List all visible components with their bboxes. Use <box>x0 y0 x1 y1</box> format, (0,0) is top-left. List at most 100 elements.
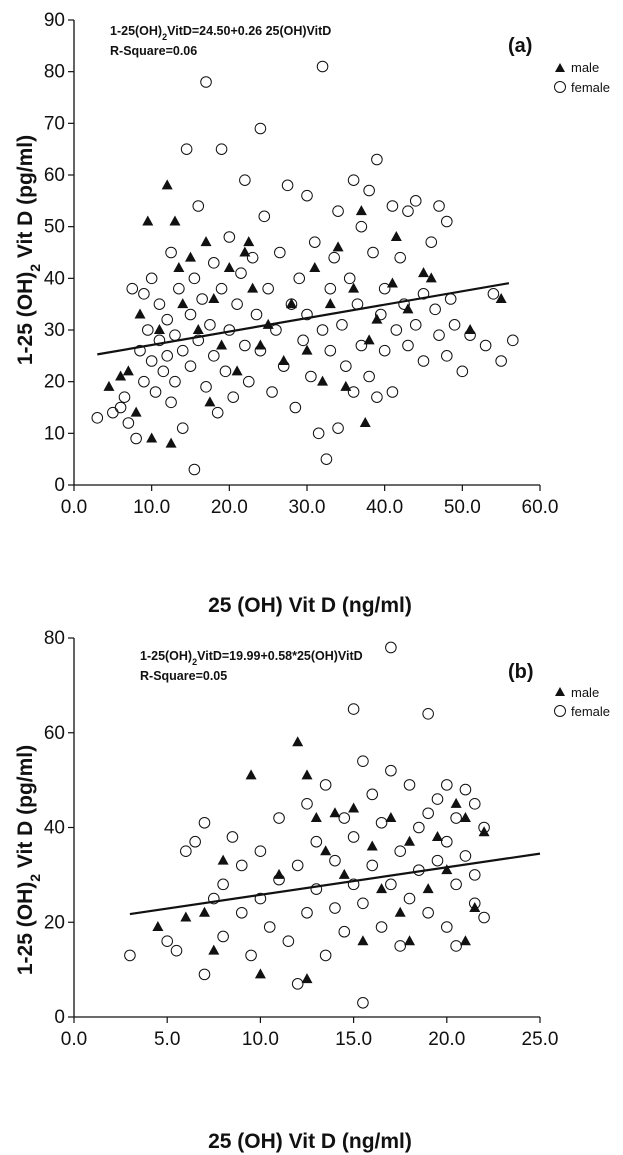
female-data-point <box>347 703 360 715</box>
male-data-point <box>165 437 177 448</box>
female-data-point <box>107 406 119 419</box>
equation-a: 1-25(OH)2VitD=24.50+0.26 25(OH)VitD <box>110 24 331 42</box>
panel-b: 1-25(OH)2VitD=19.99+0.58*25(OH)VitD R-Sq… <box>14 628 610 1153</box>
male-data-point <box>418 267 429 278</box>
female-data-point <box>188 272 201 285</box>
female-data-point <box>308 236 321 248</box>
female-data-point <box>235 267 247 279</box>
male-data-point <box>254 339 266 350</box>
female-data-point <box>371 153 383 166</box>
female-data-point <box>478 821 490 834</box>
male-data-point <box>208 293 220 303</box>
female-data-point <box>386 386 399 398</box>
male-data-point <box>441 864 453 875</box>
x-axis-label-a: 25 (OH) Vit D (ng/ml) <box>208 594 412 617</box>
female-data-point <box>219 365 232 378</box>
female-data-point <box>242 375 255 388</box>
male-data-point <box>254 968 266 979</box>
female-data-point <box>371 391 383 403</box>
male-data-point <box>459 935 471 946</box>
female-data-point <box>459 850 472 862</box>
female-data-point <box>198 816 211 829</box>
r-square-b: R-Square=0.05 <box>140 669 227 683</box>
male-data-point <box>464 324 476 334</box>
female-data-point <box>282 935 295 948</box>
female-data-point <box>324 282 337 295</box>
female-data-point <box>130 432 142 445</box>
male-data-point <box>115 370 127 381</box>
female-data-point <box>161 935 173 948</box>
x-tick-label: 10.0 <box>133 497 170 518</box>
male-data-point <box>301 973 313 984</box>
y-tick-label: 60 <box>44 165 65 186</box>
female-data-point <box>301 798 313 810</box>
female-data-point <box>332 205 344 217</box>
legend-male-label: male <box>571 685 599 700</box>
female-data-point <box>192 334 205 347</box>
female-data-point <box>196 293 208 305</box>
legend-male-marker <box>555 63 565 72</box>
legend-male-marker <box>555 687 565 696</box>
male-data-point <box>348 282 360 293</box>
male-data-point <box>366 840 378 851</box>
female-data-point <box>291 978 304 990</box>
male-data-point <box>376 883 388 894</box>
regression-line-a <box>97 282 510 356</box>
female-data-point <box>198 968 211 981</box>
female-data-point <box>245 949 257 962</box>
female-data-point <box>141 324 154 336</box>
female-data-point <box>347 386 360 398</box>
female-data-point <box>347 174 360 186</box>
female-data-point <box>169 329 181 341</box>
y-tick-label: 10 <box>44 423 65 444</box>
female-data-point <box>357 897 369 910</box>
female-data-point <box>239 339 251 352</box>
female-data-point <box>441 835 453 848</box>
female-data-point <box>289 401 302 414</box>
female-data-point <box>188 463 201 476</box>
female-data-point <box>402 205 414 217</box>
male-data-point <box>363 334 375 345</box>
male-data-point <box>278 355 290 365</box>
male-data-point <box>425 272 437 283</box>
male-data-point <box>404 935 416 946</box>
female-data-point <box>441 921 453 933</box>
female-data-point <box>433 329 445 341</box>
y-tick-label: 50 <box>44 217 65 238</box>
x-tick-label: 50.0 <box>444 497 481 518</box>
female-data-point <box>246 251 259 264</box>
legend-b: male female <box>554 685 610 719</box>
female-data-point <box>357 755 369 767</box>
panel-label-b: (b) <box>508 661 534 683</box>
x-tick-label: 10.0 <box>242 1029 279 1050</box>
male-data-point <box>359 417 371 427</box>
male-data-point <box>338 868 350 879</box>
series-female-b <box>124 641 490 1009</box>
female-data-point <box>468 869 481 881</box>
y-axis-label-a: 1-25 (OH)2 Vit D (pg/ml) <box>14 135 43 365</box>
female-data-point <box>459 783 472 796</box>
female-data-point <box>293 272 306 285</box>
female-data-point <box>464 329 476 341</box>
female-data-point <box>324 344 337 357</box>
female-data-point <box>217 930 229 943</box>
male-data-point <box>357 935 369 946</box>
female-data-point <box>378 282 391 295</box>
female-data-point <box>200 76 212 88</box>
female-data-point <box>200 381 212 393</box>
x-tick-label: 0.0 <box>61 1029 87 1050</box>
female-data-point <box>211 406 224 419</box>
y-tick-label: 40 <box>44 268 65 289</box>
male-data-point <box>173 262 185 272</box>
male-data-point <box>320 845 332 856</box>
female-data-point <box>153 298 166 310</box>
male-data-point <box>169 215 181 226</box>
female-data-point <box>184 360 197 372</box>
male-data-point <box>177 298 189 309</box>
female-data-point <box>394 940 407 952</box>
female-data-point <box>301 189 313 202</box>
male-data-point <box>180 911 192 922</box>
female-data-point <box>170 944 183 957</box>
y-tick-label: 30 <box>44 320 65 341</box>
female-data-point <box>134 344 146 357</box>
